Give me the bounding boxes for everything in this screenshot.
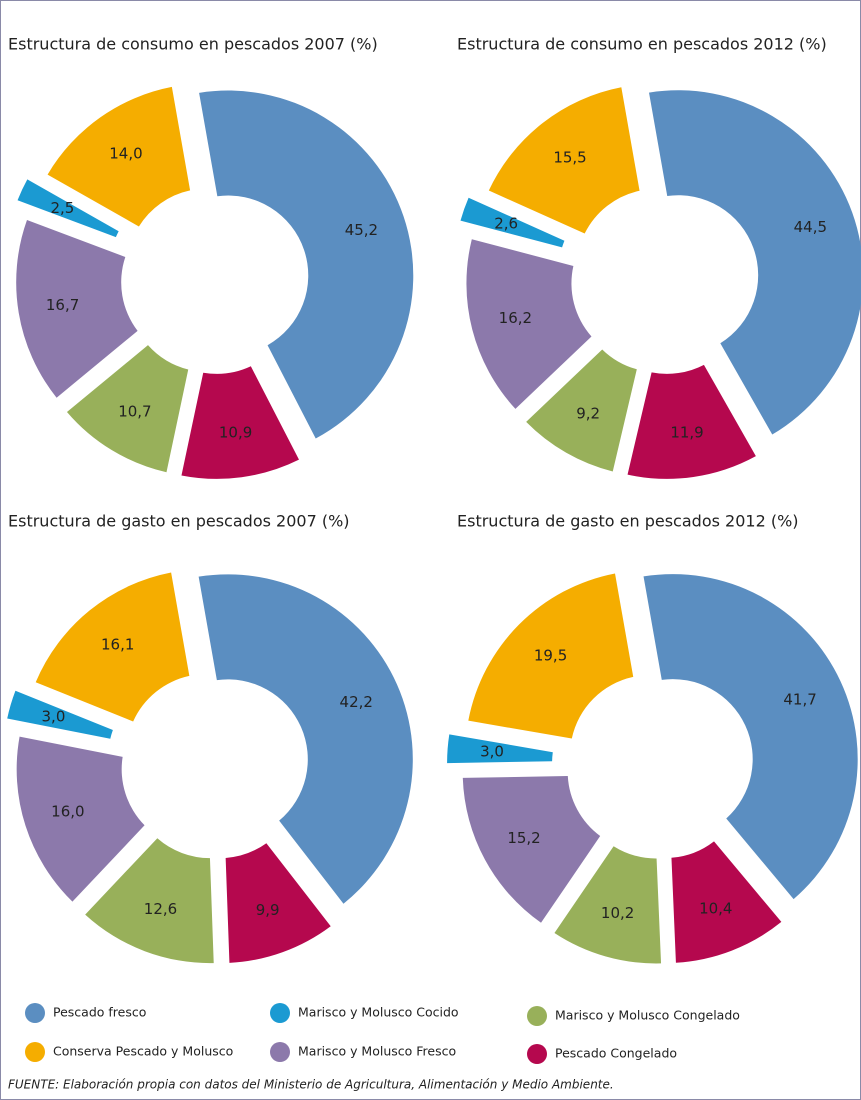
chart-title: Estructura de gasto en pescados 2012 (%) (457, 512, 799, 531)
legend-label: Marisco y Molusco Cocido (298, 1005, 459, 1020)
donut-slice (7, 690, 113, 739)
legend-label: Pescado fresco (53, 1005, 146, 1020)
value-label: 15,2 (507, 829, 540, 847)
chart-title: Estructura de consumo en pescados 2012 (… (457, 35, 827, 54)
chart-title: Estructura de consumo en pescados 2007 (… (8, 35, 378, 54)
value-label: 10,2 (601, 904, 634, 922)
legend-swatch (270, 1042, 290, 1062)
donut-slice (17, 179, 119, 238)
donut-slice (466, 239, 592, 409)
donut-slice (462, 776, 601, 923)
legend-label: Marisco y Molusco Congelado (555, 1008, 740, 1023)
value-label: 14,0 (109, 144, 142, 162)
donut-slice (16, 220, 138, 398)
donut-slice (488, 87, 640, 234)
value-label: 15,5 (553, 149, 586, 167)
donut-slice (649, 90, 861, 435)
value-label: 44,5 (794, 218, 827, 236)
donut-slice (447, 734, 553, 764)
donut-slice (199, 90, 414, 439)
value-label: 10,4 (699, 900, 732, 918)
value-label: 10,7 (118, 403, 151, 421)
legend-swatch (25, 1042, 45, 1062)
legend-label: Pescado Congelado (555, 1046, 677, 1061)
value-label: 16,2 (499, 309, 532, 327)
value-label: 16,0 (51, 803, 84, 821)
value-label: 3,0 (480, 743, 504, 761)
donut-slice (671, 841, 782, 963)
value-label: 9,2 (576, 405, 600, 423)
legend-swatch (25, 1003, 45, 1023)
value-label: 9,9 (256, 901, 280, 919)
donut-slice (225, 843, 331, 963)
donut-slice (460, 197, 565, 248)
legend-swatch (527, 1044, 547, 1064)
value-label: 2,6 (494, 214, 518, 232)
value-label: 16,7 (46, 296, 79, 314)
donut-slice (627, 364, 756, 479)
donut-slice (47, 86, 191, 227)
donut-slice (198, 574, 413, 904)
source: FUENTE: Elaboración propia con datos del… (8, 1078, 614, 1092)
value-label: 19,5 (534, 646, 567, 664)
value-label: 12,6 (144, 900, 177, 918)
donut-slice (35, 572, 190, 722)
chart-title: Estructura de gasto en pescados 2007 (%) (8, 512, 350, 531)
legend-swatch (527, 1006, 547, 1026)
value-label: 42,2 (340, 693, 373, 711)
value-label: 45,2 (345, 221, 378, 239)
donut-slice (85, 838, 214, 964)
donut-slice (181, 366, 299, 479)
value-label: 41,7 (783, 690, 816, 708)
donut-slice (554, 846, 662, 964)
donut-slice (526, 349, 637, 472)
donut-slice (66, 345, 189, 473)
donut-slice (16, 736, 145, 902)
value-label: 11,9 (670, 423, 703, 441)
donut-slice (468, 573, 634, 739)
legend-swatch (270, 1003, 290, 1023)
legend-label: Marisco y Molusco Fresco (298, 1044, 456, 1059)
legend-label: Conserva Pescado y Molusco (53, 1044, 233, 1059)
value-label: 10,9 (219, 424, 252, 442)
donut-slice (643, 574, 858, 900)
value-label: 3,0 (42, 708, 66, 726)
value-label: 2,5 (50, 199, 74, 217)
value-label: 16,1 (101, 635, 134, 653)
